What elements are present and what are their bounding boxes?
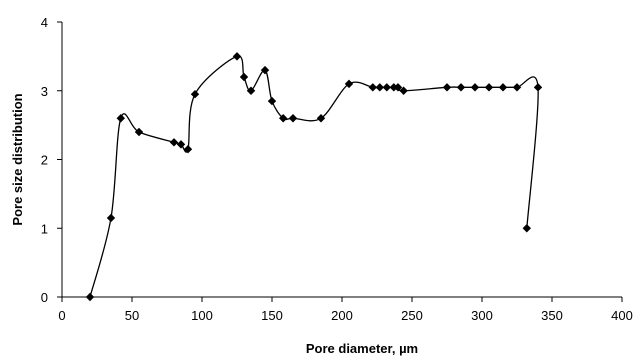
data-point-marker <box>368 83 377 92</box>
y-tick-label: 2 <box>41 153 48 168</box>
data-point-marker <box>232 52 242 61</box>
data-point-marker <box>533 83 543 92</box>
data-point-marker <box>279 114 288 123</box>
data-point-marker <box>239 72 249 82</box>
x-tick-label: 350 <box>541 308 563 323</box>
x-tick-label: 0 <box>58 308 65 323</box>
x-axis-title: Pore diameter, µm <box>306 341 418 356</box>
data-point-marker <box>134 127 144 137</box>
data-point-marker <box>375 83 384 92</box>
data-point-marker <box>512 83 522 92</box>
y-tick-label: 3 <box>41 84 48 99</box>
data-point-marker <box>288 114 298 123</box>
data-point-marker <box>484 83 494 92</box>
data-point-marker <box>399 86 408 95</box>
y-tick-label: 4 <box>41 15 48 30</box>
y-ticks: 0 1 2 3 4 <box>41 15 62 305</box>
x-tick-label: 100 <box>191 308 213 323</box>
axes <box>61 22 622 298</box>
data-point-marker <box>470 83 480 92</box>
data-point-marker <box>522 224 531 233</box>
data-point-marker <box>260 65 270 75</box>
x-tick-label: 150 <box>261 308 283 323</box>
data-point-marker <box>176 140 186 149</box>
data-point-marker <box>456 83 466 92</box>
x-tick-label: 300 <box>471 308 493 323</box>
series-line <box>89 55 539 298</box>
x-ticks: 0 50 100 150 200 250 300 350 400 <box>58 297 633 323</box>
data-point-marker <box>344 79 354 89</box>
data-point-marker <box>382 83 391 92</box>
x-tick-label: 200 <box>331 308 353 323</box>
y-axis-title: Pore size distribution <box>10 93 25 225</box>
data-point-marker <box>246 86 256 95</box>
data-point-marker <box>85 292 95 302</box>
x-tick-label: 250 <box>401 308 423 323</box>
data-point-marker <box>442 83 452 92</box>
data-point-marker <box>169 138 179 147</box>
data-point-marker <box>183 144 193 154</box>
y-tick-label: 0 <box>41 290 48 305</box>
data-point-marker <box>498 83 508 92</box>
data-point-marker <box>393 83 403 92</box>
x-tick-label: 50 <box>125 308 139 323</box>
y-axis-title-group: Pore size distribution <box>10 93 25 225</box>
data-point-marker <box>316 114 326 123</box>
plot-area <box>85 52 543 302</box>
data-point-marker <box>267 96 277 106</box>
data-point-marker <box>190 89 200 99</box>
data-point-marker <box>116 114 125 123</box>
y-tick-label: 1 <box>41 221 48 236</box>
data-point-marker <box>106 213 116 223</box>
x-tick-label: 400 <box>611 308 633 323</box>
